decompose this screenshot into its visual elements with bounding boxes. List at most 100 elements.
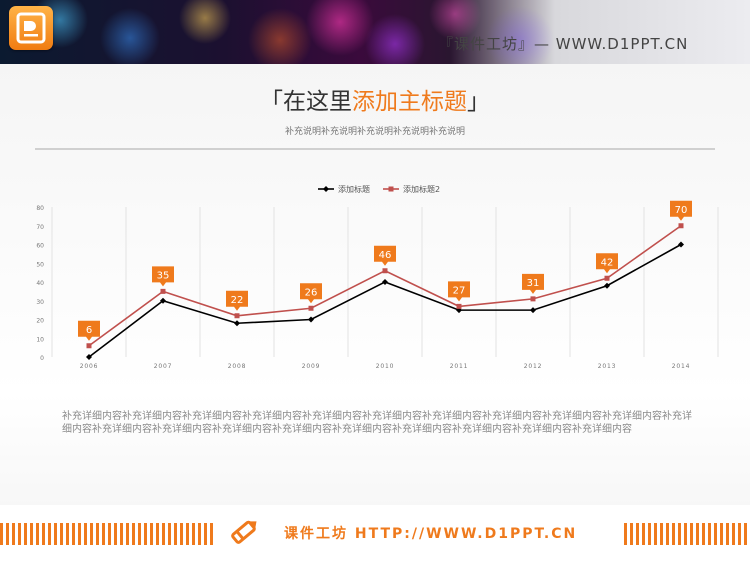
- footer-stripe: [126, 523, 129, 545]
- chart-xtick-label: 2006: [80, 363, 98, 370]
- footer-stripe: [210, 523, 213, 545]
- footer-stripe: [624, 523, 627, 545]
- chart-data-label: 42: [601, 257, 614, 268]
- footer-stripe: [708, 523, 711, 545]
- footer-stripe: [66, 523, 69, 545]
- chart-ytick-label: 40: [36, 280, 44, 287]
- title-highlight: 添加主标题: [352, 89, 467, 115]
- footer-url: 课件工坊 HTTP://WWW.D1PPT.CN: [284, 526, 578, 542]
- chart-point: [86, 354, 92, 360]
- chart-legend-marker: [323, 186, 329, 192]
- footer-stripe: [642, 523, 645, 545]
- chart-ytick-label: 60: [36, 243, 44, 250]
- chart-point: [234, 320, 240, 327]
- footer-stripe: [684, 523, 687, 545]
- chart-ytick-label: 0: [40, 355, 44, 362]
- chart-data-label: 31: [527, 278, 540, 289]
- chart-ytick-label: 80: [36, 205, 44, 212]
- footer-stripe: [168, 523, 171, 545]
- footer-stripe: [102, 523, 105, 545]
- footer-stripe: [60, 523, 63, 545]
- footer-stripe: [162, 523, 165, 545]
- chart-data-label: 35: [157, 270, 170, 281]
- footer-stripe: [18, 523, 21, 545]
- chart-data-label-box: [596, 253, 618, 274]
- chart-legend-marker: [388, 186, 394, 192]
- chart-data-label-box: [670, 200, 692, 221]
- chart-data-label-box: [300, 283, 322, 304]
- chart-xtick-label: 2013: [598, 363, 616, 370]
- footer-stripe: [144, 523, 147, 545]
- footer-stripe: [204, 523, 207, 545]
- chart-data-label-box: [78, 320, 100, 341]
- chart-point: [604, 282, 610, 289]
- description-text: 补充详细内容补充详细内容补充详细内容补充详细内容补充详细内容补充详细内容补充详细…: [62, 411, 692, 435]
- title-bracket-close: 」: [467, 89, 490, 115]
- footer-stripe: [192, 523, 195, 545]
- chart-xtick-label: 2008: [228, 363, 246, 370]
- chart-data-label: 22: [231, 295, 244, 306]
- footer-stripe: [150, 523, 153, 545]
- chart-xtick-label: 2011: [450, 363, 468, 370]
- chart-data-label-box: [522, 273, 544, 294]
- chart-point: [308, 316, 314, 323]
- footer-stripe: [732, 523, 735, 545]
- footer-stripe: [72, 523, 75, 545]
- header-banner: [0, 0, 750, 64]
- chart-data-label: 46: [379, 250, 392, 261]
- chart-ytick-label: 10: [36, 336, 44, 343]
- footer-stripe: [648, 523, 651, 545]
- header-site-text: 『课件工坊』— WWW.D1PPT.CN: [438, 35, 689, 53]
- chart-data-label: 70: [675, 205, 688, 216]
- footer-stripe: [0, 523, 3, 545]
- footer-stripe: [54, 523, 57, 545]
- chart-point: [308, 305, 314, 311]
- chart-point: [382, 268, 388, 274]
- footer-decoration: [0, 523, 747, 545]
- chart-point: [604, 275, 610, 281]
- chart-point: [530, 307, 536, 314]
- footer-stripe: [630, 523, 633, 545]
- chart-point: [234, 313, 240, 319]
- divider-line: [35, 148, 715, 150]
- chart-data-label: 27: [453, 285, 466, 296]
- footer-stripe: [702, 523, 705, 545]
- chart-data-label-box: [226, 290, 248, 311]
- footer-stripe: [120, 523, 123, 545]
- page-title: 「在这里添加主标题」: [0, 82, 750, 116]
- chart-xtick-label: 2007: [154, 363, 172, 370]
- chart-ytick-label: 50: [36, 261, 44, 268]
- page-subtitle: 补充说明补充说明补充说明补充说明补充说明: [284, 127, 465, 137]
- footer-stripe: [720, 523, 723, 545]
- footer-stripe: [6, 523, 9, 545]
- chart-point: [678, 223, 684, 229]
- footer-stripe: [186, 523, 189, 545]
- footer-band: [0, 505, 750, 563]
- chart-data-label: 6: [86, 325, 92, 336]
- chart-point: [382, 279, 388, 285]
- footer-stripe: [180, 523, 183, 545]
- chart-point: [530, 296, 536, 302]
- footer-stripe: [744, 523, 747, 545]
- chart-point: [456, 303, 462, 309]
- chart-point: [160, 297, 166, 304]
- footer-stripe: [108, 523, 111, 545]
- title-bracket-open: 「: [260, 89, 283, 115]
- footer-stripe: [174, 523, 177, 545]
- pencil-icon: [231, 520, 257, 544]
- chart-data-label-box: [152, 266, 174, 287]
- chart-series-line: [88, 225, 682, 347]
- footer-stripe: [132, 523, 135, 545]
- footer-stripe: [84, 523, 87, 545]
- footer-stripe: [36, 523, 39, 545]
- footer-stripe: [666, 523, 669, 545]
- footer-stripe: [48, 523, 51, 545]
- footer-stripe: [678, 523, 681, 545]
- footer-stripe: [24, 523, 27, 545]
- chart-ytick-label: 30: [36, 299, 44, 306]
- footer-stripe: [198, 523, 201, 545]
- footer-stripe: [114, 523, 117, 545]
- chart-xtick-label: 2012: [524, 363, 542, 370]
- footer-stripe: [96, 523, 99, 545]
